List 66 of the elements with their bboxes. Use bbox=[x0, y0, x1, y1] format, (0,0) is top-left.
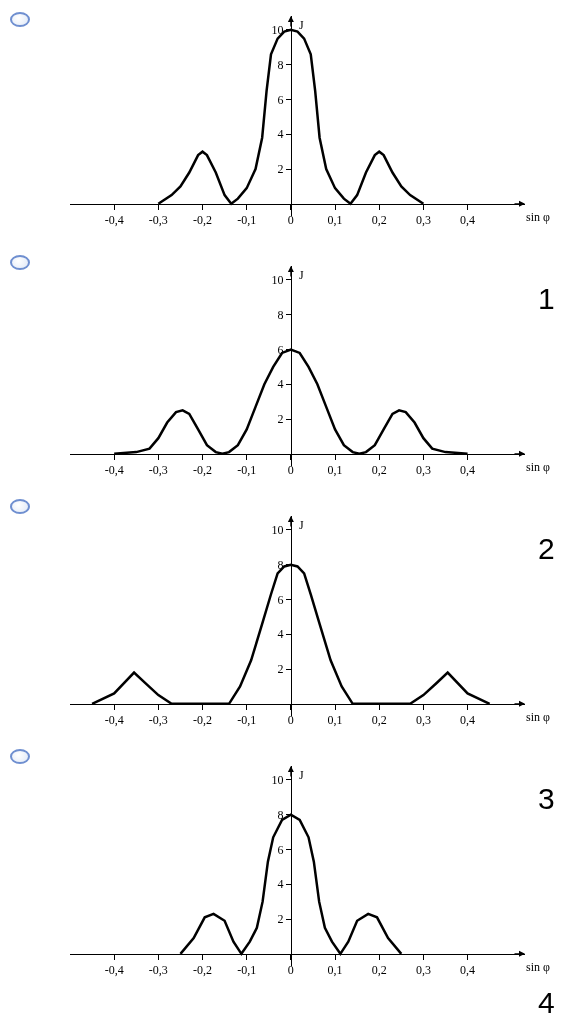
x-tick-label: -0,3 bbox=[148, 213, 168, 228]
x-tick-label: -0,4 bbox=[104, 963, 124, 978]
y-tick-label: 8 bbox=[277, 807, 284, 822]
text: 4 bbox=[538, 986, 555, 1019]
text: 1 bbox=[538, 282, 555, 315]
y-axis-title: J bbox=[299, 18, 304, 32]
x-tick-label: -0,2 bbox=[193, 213, 213, 228]
x-tick-label: 0,1 bbox=[327, 463, 343, 478]
y-tick-label: 8 bbox=[277, 307, 284, 322]
y-tick-label: 8 bbox=[277, 57, 284, 72]
x-axis-title: sin φ bbox=[526, 960, 550, 974]
y-tick-label: 4 bbox=[277, 127, 284, 142]
x-tick-label: 0,3 bbox=[415, 463, 431, 478]
y-tick-label: 2 bbox=[277, 912, 284, 927]
x-tick-label: -0,2 bbox=[193, 463, 213, 478]
x-tick-label: 0 bbox=[287, 463, 294, 478]
x-tick-label: 0,4 bbox=[460, 213, 476, 228]
x-tick-label: 0,3 bbox=[415, 963, 431, 978]
x-tick-label: -0,2 bbox=[193, 713, 213, 728]
y-tick-label: 6 bbox=[277, 842, 284, 857]
x-axis-title: sin φ bbox=[526, 710, 550, 724]
text: 2 bbox=[538, 532, 555, 565]
x-tick-label: 0,3 bbox=[415, 713, 431, 728]
x-tick-label: 0,1 bbox=[327, 713, 343, 728]
y-axis-title: J bbox=[299, 518, 304, 532]
x-tick-label: -0,2 bbox=[193, 963, 213, 978]
x-tick-label: 0,4 bbox=[460, 963, 476, 978]
x-tick-label: -0,3 bbox=[148, 963, 168, 978]
x-tick-label: -0,4 bbox=[104, 463, 124, 478]
x-tick-label: -0,4 bbox=[104, 713, 124, 728]
x-tick-label: 0 bbox=[287, 963, 294, 978]
y-tick-label: 2 bbox=[277, 662, 284, 677]
y-tick-label: 4 bbox=[277, 627, 284, 642]
x-tick-label: 0,4 bbox=[460, 463, 476, 478]
x-tick-label: -0,1 bbox=[237, 213, 257, 228]
y-tick-label: 10 bbox=[271, 523, 284, 538]
y-tick-label: 2 bbox=[277, 162, 284, 177]
y-tick-label: 6 bbox=[277, 92, 284, 107]
x-axis-title: sin φ bbox=[526, 460, 550, 474]
y-tick-label: 4 bbox=[277, 377, 284, 392]
x-tick-label: 0,2 bbox=[371, 213, 387, 228]
y-tick-label: 10 bbox=[271, 273, 284, 288]
x-tick-label: -0,4 bbox=[104, 213, 124, 228]
x-tick-label: 0 bbox=[287, 713, 294, 728]
x-tick-label: 0,2 bbox=[371, 463, 387, 478]
x-tick-label: -0,3 bbox=[148, 463, 168, 478]
x-tick-label: 0,2 bbox=[371, 963, 387, 978]
y-tick-label: 2 bbox=[277, 412, 284, 427]
y-axis-title: J bbox=[299, 268, 304, 282]
y-tick-label: 10 bbox=[271, 773, 284, 788]
y-axis-title: J bbox=[299, 768, 304, 782]
x-tick-label: 0,2 bbox=[371, 713, 387, 728]
x-tick-label: 0,1 bbox=[327, 213, 343, 228]
y-tick-label: 10 bbox=[271, 23, 284, 38]
x-tick-label: -0,1 bbox=[237, 713, 257, 728]
x-axis-title: sin φ bbox=[526, 210, 550, 224]
x-tick-label: 0 bbox=[287, 213, 294, 228]
y-tick-label: 6 bbox=[277, 592, 284, 607]
text: 3 bbox=[538, 782, 555, 815]
x-tick-label: 0,3 bbox=[415, 213, 431, 228]
x-tick-label: -0,3 bbox=[148, 713, 168, 728]
y-tick-label: 4 bbox=[277, 877, 284, 892]
x-tick-label: -0,1 bbox=[237, 463, 257, 478]
x-tick-label: 0,4 bbox=[460, 713, 476, 728]
x-tick-label: -0,1 bbox=[237, 963, 257, 978]
x-tick-label: 0,1 bbox=[327, 963, 343, 978]
